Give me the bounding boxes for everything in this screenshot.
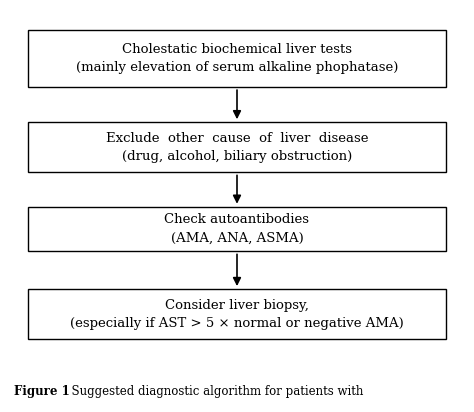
Text: Exclude  other  cause  of  liver  disease
(drug, alcohol, biliary obstruction): Exclude other cause of liver disease (dr…	[106, 132, 368, 163]
FancyBboxPatch shape	[27, 30, 447, 87]
Text: Consider liver biopsy,
(especially if AST > 5 × normal or negative AMA): Consider liver biopsy, (especially if AS…	[70, 299, 404, 330]
FancyBboxPatch shape	[27, 206, 447, 251]
Text: Cholestatic biochemical liver tests
(mainly elevation of serum alkaline phophata: Cholestatic biochemical liver tests (mai…	[76, 43, 398, 74]
Text: Check autoantibodies
(AMA, ANA, ASMA): Check autoantibodies (AMA, ANA, ASMA)	[164, 213, 310, 244]
Text: Suggested diagnostic algorithm for patients with: Suggested diagnostic algorithm for patie…	[64, 385, 364, 398]
FancyBboxPatch shape	[27, 289, 447, 339]
FancyBboxPatch shape	[27, 122, 447, 172]
Text: Figure 1: Figure 1	[14, 385, 70, 398]
